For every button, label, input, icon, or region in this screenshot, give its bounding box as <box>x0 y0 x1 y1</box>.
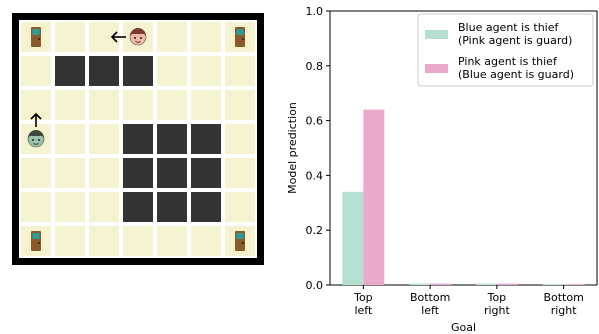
x-tick-label: Top <box>487 291 507 304</box>
x-tick-label: Top <box>353 291 373 304</box>
floor-cell <box>191 56 221 86</box>
wall-cell <box>157 124 187 154</box>
wall-cell <box>157 158 187 188</box>
floor-cell <box>225 158 255 188</box>
pink-agent-arrow-icon <box>110 31 126 43</box>
y-axis-label: Model prediction <box>286 102 299 194</box>
bar-series-2-3 <box>496 283 518 285</box>
y-tick-label: 0.2 <box>306 224 324 237</box>
floor-cell <box>55 124 85 154</box>
x-tick-label: Bottom <box>410 291 450 304</box>
wall-cell <box>191 158 221 188</box>
floor-cell <box>157 56 187 86</box>
floor-cell <box>89 90 119 120</box>
floor-cell <box>157 90 187 120</box>
wall-cell <box>157 192 187 222</box>
bottom-left-door-icon <box>31 231 41 251</box>
floor-cell <box>89 226 119 256</box>
floor-cell <box>89 124 119 154</box>
floor-cell <box>123 90 153 120</box>
floor-cell <box>55 192 85 222</box>
blue-agent-arrow-icon <box>30 112 42 127</box>
pink-agent-icon <box>129 28 147 46</box>
blue-agent-icon <box>27 130 45 148</box>
legend: Blue agent is thief(Pink agent is guard)… <box>417 13 594 87</box>
bar-series-1-2 <box>409 283 431 285</box>
wall-cell <box>123 56 153 86</box>
gridworld-panel <box>12 13 264 265</box>
floor-cell <box>225 56 255 86</box>
x-tick-label: left <box>421 304 440 317</box>
floor-cell <box>55 22 85 52</box>
x-tick-label: right <box>551 304 578 317</box>
bar-series-2-1 <box>363 109 385 285</box>
legend-label-1: (Pink agent is guard) <box>458 34 572 47</box>
x-tick-label: Bottom <box>543 291 583 304</box>
floor-cell <box>55 90 85 120</box>
floor-cell <box>21 158 51 188</box>
floor-cell <box>191 226 221 256</box>
legend-label-1: Blue agent is thief <box>458 21 560 34</box>
legend-swatch-1 <box>425 30 448 39</box>
y-tick-label: 1.0 <box>306 5 324 18</box>
legend-label-2: Pink agent is thief <box>458 55 558 68</box>
bar-series-1-1 <box>342 191 364 285</box>
wall-cell <box>191 192 221 222</box>
bar-series-2-4 <box>563 284 585 285</box>
floor-cell <box>191 22 221 52</box>
top-left-door-icon <box>31 27 41 47</box>
wall-cell <box>123 158 153 188</box>
y-tick-label: 0.8 <box>306 60 324 73</box>
wall-cell <box>89 56 119 86</box>
floor-cell <box>225 192 255 222</box>
floor-cell <box>89 158 119 188</box>
wall-cell <box>123 192 153 222</box>
floor-cell <box>157 22 187 52</box>
top-right-door-icon <box>235 27 245 47</box>
legend-label-2: (Blue agent is guard) <box>458 68 574 81</box>
wall-cell <box>123 124 153 154</box>
floor-cell <box>157 226 187 256</box>
wall-cell <box>55 56 85 86</box>
legend-box <box>417 13 594 87</box>
floor-cell <box>123 226 153 256</box>
floor-cell <box>225 124 255 154</box>
floor-cell <box>191 90 221 120</box>
bottom-right-door-icon <box>235 231 245 251</box>
floor-cell <box>21 56 51 86</box>
floor-cell <box>89 192 119 222</box>
floor-cell <box>55 226 85 256</box>
x-tick-label: left <box>354 304 373 317</box>
legend-swatch-2 <box>425 64 448 73</box>
y-tick-label: 0.0 <box>306 279 324 292</box>
y-tick-label: 0.4 <box>306 169 324 182</box>
bar-series-1-4 <box>542 284 564 285</box>
bar-series-1-3 <box>475 283 497 285</box>
bar-series-2-2 <box>430 283 452 285</box>
y-tick-label: 0.6 <box>306 115 324 128</box>
x-axis-label: Goal <box>451 321 476 334</box>
floor-cell <box>225 90 255 120</box>
x-tick-label: right <box>484 304 511 317</box>
floor-cell <box>21 192 51 222</box>
floor-cell <box>55 158 85 188</box>
wall-cell <box>191 124 221 154</box>
